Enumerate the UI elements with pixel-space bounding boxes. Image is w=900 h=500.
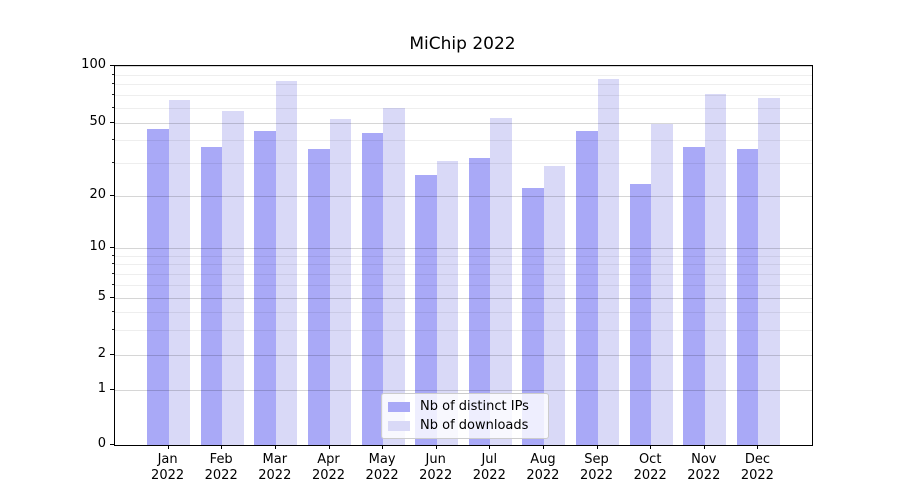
x-tick-dec bbox=[757, 445, 759, 449]
bar-mar-downloads bbox=[275, 81, 298, 445]
bar-oct-downloads bbox=[651, 124, 673, 445]
y-minor-tick-4 bbox=[112, 310, 114, 312]
x-tick-label-apr: Apr 2022 bbox=[311, 452, 346, 483]
y-minor-tick-9 bbox=[112, 254, 114, 256]
y-minor-tick-40 bbox=[112, 139, 114, 141]
y-minor-tick-90 bbox=[112, 73, 114, 75]
x-tick-nov bbox=[703, 445, 705, 449]
legend-entry-downloads: Nb of downloads bbox=[388, 418, 540, 433]
x-tick-label-jul: Jul 2022 bbox=[472, 452, 506, 483]
legend-swatch-distinct-ips bbox=[388, 401, 410, 412]
bar-sep-distinct-ips bbox=[576, 131, 598, 445]
legend-label-downloads: Nb of downloads bbox=[420, 418, 529, 433]
x-tick-label-feb: Feb 2022 bbox=[204, 452, 238, 483]
x-tick-label-jan: Jan 2022 bbox=[151, 452, 185, 483]
x-tick-sep bbox=[596, 445, 598, 449]
bar-mar-distinct-ips bbox=[254, 131, 276, 445]
bar-sep-downloads bbox=[597, 79, 619, 445]
y-tick-1 bbox=[110, 388, 114, 390]
bar-aug-downloads bbox=[543, 165, 566, 445]
bar-apr-distinct-ips bbox=[308, 148, 330, 445]
y-tick-label-1: 1 bbox=[97, 380, 106, 396]
y-minor-tick-7 bbox=[112, 272, 114, 274]
bar-feb-distinct-ips bbox=[200, 146, 223, 445]
x-tick-aug bbox=[542, 445, 544, 449]
bar-jan-downloads bbox=[168, 99, 191, 445]
y-tick-0 bbox=[110, 444, 114, 445]
bar-dec-downloads bbox=[758, 97, 780, 445]
y-minor-tick-3 bbox=[112, 328, 114, 330]
bar-aug-distinct-ips bbox=[522, 187, 544, 445]
bar-may-distinct-ips bbox=[361, 132, 384, 445]
y-tick-label-20: 20 bbox=[89, 186, 106, 202]
bar-oct-distinct-ips bbox=[629, 184, 652, 445]
y-tick-10 bbox=[110, 247, 114, 248]
y-tick-20 bbox=[110, 194, 114, 196]
x-tick-label-oct: Oct 2022 bbox=[633, 452, 667, 483]
x-tick-apr bbox=[328, 445, 330, 449]
bar-may-downloads bbox=[383, 107, 405, 445]
y-tick-label-100: 100 bbox=[81, 57, 106, 72]
y-minor-tick-8 bbox=[112, 263, 114, 265]
y-tick-label-10: 10 bbox=[89, 239, 106, 254]
x-tick-feb bbox=[221, 445, 223, 449]
y-tick-50 bbox=[110, 121, 114, 123]
bar-apr-downloads bbox=[329, 119, 351, 445]
x-tick-jul bbox=[489, 445, 491, 449]
x-tick-jun bbox=[435, 445, 437, 449]
x-tick-label-may: May 2022 bbox=[365, 452, 399, 483]
bar-jun-downloads bbox=[436, 160, 459, 445]
y-tick-label-0: 0 bbox=[97, 436, 106, 451]
y-minor-tick-30 bbox=[112, 162, 114, 164]
y-tick-label-2: 2 bbox=[97, 345, 106, 361]
y-minor-tick-80 bbox=[112, 83, 114, 85]
x-tick-oct bbox=[650, 445, 652, 449]
y-tick-2 bbox=[110, 353, 114, 355]
bars-layer bbox=[115, 66, 812, 445]
x-tick-jan bbox=[167, 445, 169, 449]
legend: Nb of distinct IPs Nb of downloads bbox=[381, 393, 549, 439]
x-tick-may bbox=[382, 445, 384, 449]
bar-nov-downloads bbox=[704, 94, 727, 445]
y-tick-5 bbox=[110, 297, 114, 298]
x-tick-label-nov: Nov 2022 bbox=[687, 452, 721, 483]
bar-jan-distinct-ips bbox=[147, 129, 169, 445]
bar-dec-distinct-ips bbox=[736, 148, 759, 445]
y-tick-label-5: 5 bbox=[97, 289, 106, 304]
legend-entry-distinct-ips: Nb of distinct IPs bbox=[388, 399, 540, 414]
bar-jul-distinct-ips bbox=[468, 158, 491, 445]
bar-jun-distinct-ips bbox=[415, 174, 437, 445]
y-tick-label-50: 50 bbox=[89, 113, 106, 129]
chart-title: MiChip 2022 bbox=[409, 34, 516, 54]
y-minor-tick-6 bbox=[112, 283, 114, 285]
legend-swatch-downloads bbox=[388, 420, 410, 431]
y-minor-tick-70 bbox=[112, 94, 114, 96]
bar-feb-downloads bbox=[222, 110, 244, 445]
bar-jul-downloads bbox=[490, 117, 512, 445]
x-tick-mar bbox=[274, 445, 276, 449]
y-tick-100 bbox=[110, 65, 114, 66]
legend-label-distinct-ips: Nb of distinct IPs bbox=[420, 399, 529, 414]
x-tick-label-aug: Aug 2022 bbox=[526, 452, 560, 483]
x-tick-label-jun: Jun 2022 bbox=[419, 452, 453, 483]
y-minor-tick-60 bbox=[112, 106, 114, 108]
x-tick-label-mar: Mar 2022 bbox=[258, 452, 292, 483]
bar-nov-distinct-ips bbox=[683, 146, 705, 445]
plot-area: Nb of distinct IPs Nb of downloads bbox=[114, 65, 813, 446]
x-tick-label-sep: Sep 2022 bbox=[579, 452, 614, 483]
x-tick-label-dec: Dec 2022 bbox=[740, 452, 774, 483]
